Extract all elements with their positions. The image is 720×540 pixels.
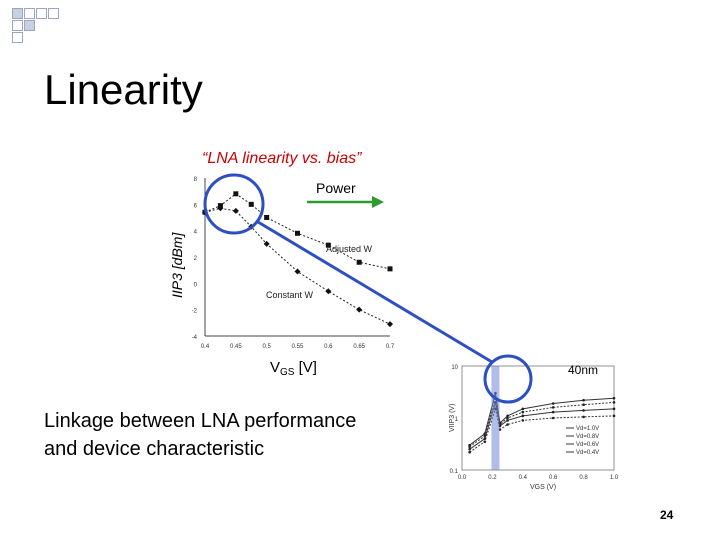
deco-square <box>48 8 59 19</box>
inset-plot-frame <box>461 365 615 471</box>
inset-data-point <box>483 440 487 444</box>
inset-y-tick-label: 10 <box>451 365 458 371</box>
x-tick-label: 0.45 <box>230 344 242 350</box>
inset-data-point <box>582 398 585 402</box>
inset-data-point <box>551 406 555 409</box>
linkage-text-line1: Linkage between LNA performance <box>44 410 357 432</box>
inset-y-axis-label: VIIP3 (V) <box>449 404 456 432</box>
data-point-constant-w <box>387 321 393 328</box>
inset-data-point <box>612 414 616 418</box>
inset-data-point <box>468 448 471 451</box>
inset-data-point <box>506 414 509 418</box>
x-tick-label: 0.5 <box>262 344 271 350</box>
inset-data-point <box>551 410 555 414</box>
y-tick-label: 0 <box>194 282 198 288</box>
inset-x-tick-label: 0.6 <box>549 475 558 481</box>
deco-square <box>12 20 23 31</box>
highlight-circle-device <box>483 354 533 404</box>
inset-title: 40nm <box>568 363 598 377</box>
inset-data-point <box>506 419 509 422</box>
data-point-constant-w <box>356 306 363 313</box>
inset-x-tick-label: 0.0 <box>458 475 467 481</box>
y-tick-label: 4 <box>194 230 198 236</box>
inset-x-tick-label: 0.2 <box>488 475 497 481</box>
inset-x-axis-label: VGS (V) <box>530 484 556 491</box>
inset-data-point <box>582 415 585 419</box>
inset-y-tick-label: 1 <box>455 417 459 423</box>
page-number: 24 <box>660 508 674 522</box>
data-point-adjusted-w <box>264 215 270 220</box>
x-tick-label: 0.7 <box>386 344 395 350</box>
highlight-bar <box>491 366 500 470</box>
inset-data-point <box>468 445 471 449</box>
deco-square <box>12 8 23 19</box>
y-tick-label: -4 <box>192 335 198 341</box>
data-point-adjusted-w <box>356 259 362 265</box>
series-line-constant-w <box>204 207 391 325</box>
x-tick-label: 0.6 <box>324 344 333 350</box>
deco-square <box>24 8 35 19</box>
inset-data-point <box>521 419 525 422</box>
x-tick-label: 0.55 <box>292 344 304 350</box>
y-axis-label: IIP3 [dBm] <box>169 232 185 298</box>
inset-data-point <box>612 407 616 411</box>
deco-square <box>36 8 47 19</box>
highlight-circle-peak <box>203 173 265 235</box>
inset-data-point <box>521 407 525 411</box>
inset-data-point <box>582 403 585 407</box>
inset-data-point <box>612 401 616 404</box>
inset-x-tick-label: 0.8 <box>579 475 588 481</box>
inset-data-point <box>612 396 616 400</box>
deco-square <box>12 32 23 43</box>
inset-y-tick-label: 0.1 <box>450 469 459 475</box>
annotation-power: Power <box>316 180 356 196</box>
data-point-constant-w <box>294 268 301 275</box>
annotation-constant-w: Constant W <box>266 290 314 300</box>
annotation-adjusted-w: Adjusted W <box>326 244 373 254</box>
y-tick-label: 2 <box>194 256 198 262</box>
inset-data-point <box>582 409 585 412</box>
data-point-constant-w <box>232 207 239 214</box>
inset-x-tick-label: 0.4 <box>519 475 528 481</box>
x-tick-label: 0.65 <box>353 344 365 350</box>
data-point-adjusted-w <box>325 242 331 248</box>
inset-data-point <box>521 414 525 418</box>
x-tick-label: 0.4 <box>201 344 210 350</box>
data-point-adjusted-w <box>295 230 300 236</box>
data-point-constant-w <box>217 205 224 212</box>
y-tick-label: -2 <box>192 309 198 315</box>
inset-legend-label: Vd=1.0V <box>576 426 599 432</box>
data-point-adjusted-w <box>233 191 239 197</box>
inset-data-point <box>468 450 471 454</box>
data-point-adjusted-w <box>248 201 254 207</box>
y-tick-label: 6 <box>194 203 198 209</box>
power-arrow-head <box>372 196 384 208</box>
inset-x-tick-label: 1.0 <box>610 475 619 481</box>
linkage-text-line2: and device characteristic <box>44 438 265 460</box>
linkage-connector-line <box>257 220 493 364</box>
inset-legend-label: Vd=0.8V <box>576 434 599 440</box>
inset-data-point <box>506 423 509 426</box>
chart-caption: “LNA linearity vs. bias” <box>202 150 362 167</box>
inset-data-point <box>483 437 487 440</box>
inset-data-point <box>551 402 555 405</box>
y-tick-label: 8 <box>194 177 198 183</box>
x-axis-label: VGS [V] <box>270 359 317 378</box>
data-point-constant-w <box>325 288 332 295</box>
inset-data-point <box>551 416 555 420</box>
data-point-adjusted-w <box>387 266 393 272</box>
inset-series-line <box>469 406 615 453</box>
inset-legend-label: Vd=0.6V <box>576 442 599 448</box>
inset-data-point <box>521 410 525 414</box>
data-point-constant-w <box>263 240 270 247</box>
inset-legend-label: Vd=0.4V <box>576 450 599 456</box>
inset-data-point <box>506 416 509 420</box>
slide-title: Linearity <box>44 66 203 113</box>
deco-square <box>24 20 35 31</box>
